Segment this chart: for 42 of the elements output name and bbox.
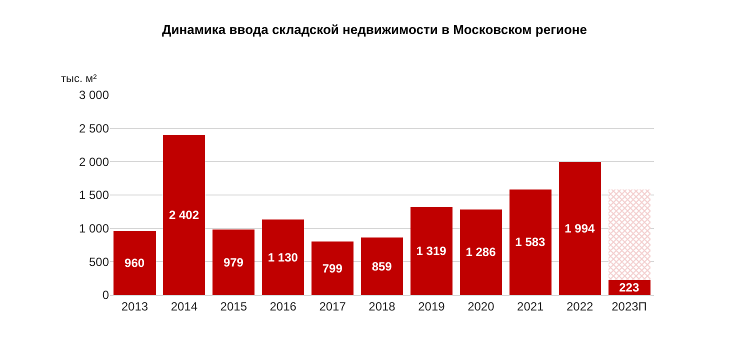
x-tick-label: 2022 xyxy=(566,299,594,314)
chart-title: Динамика ввода складской недвижимости в Московском регионе xyxy=(162,22,588,37)
data-label: 1 994 xyxy=(564,222,595,236)
y-tick-label: 2 000 xyxy=(78,154,110,169)
y-tick-label: 3 000 xyxy=(78,88,110,102)
bar xyxy=(558,162,601,295)
data-label: 1 130 xyxy=(268,250,298,264)
data-label: 1 319 xyxy=(416,244,447,258)
bar xyxy=(360,238,404,295)
data-label: 799 xyxy=(322,261,343,276)
x-tick-label: 2015 xyxy=(220,299,248,314)
bar xyxy=(410,207,452,295)
y-tick-label: 500 xyxy=(88,254,110,269)
x-tick-label: 2023П xyxy=(612,299,647,314)
y-axis-title: тыс. м² xyxy=(61,73,98,85)
bar xyxy=(212,230,255,295)
x-tick-label: 2014 xyxy=(170,299,198,314)
x-tick-label: 2016 xyxy=(270,299,297,314)
data-label: 1 583 xyxy=(515,235,546,250)
data-label: 859 xyxy=(372,259,392,274)
bar xyxy=(262,220,304,295)
data-label: 979 xyxy=(223,255,244,270)
x-tick-label: 2018 xyxy=(368,299,396,314)
data-label: 223 xyxy=(619,280,640,295)
y-tick-label: 2 500 xyxy=(78,122,110,136)
bar xyxy=(163,134,206,295)
x-tick-label: 2017 xyxy=(319,299,346,314)
data-label: 960 xyxy=(124,256,145,270)
bar xyxy=(608,189,650,280)
y-tick-label: 1 000 xyxy=(78,222,110,236)
bar xyxy=(460,209,502,295)
x-tick-label: 2020 xyxy=(468,299,495,314)
y-tick-label: 0 xyxy=(102,288,110,302)
x-tick-label: 2013 xyxy=(121,299,148,314)
bar xyxy=(509,189,552,295)
x-tick-label: 2019 xyxy=(418,299,446,314)
x-tick-label: 2021 xyxy=(517,299,544,314)
y-tick-label: 1 500 xyxy=(78,188,110,202)
bar xyxy=(114,231,156,295)
data-label: 1 286 xyxy=(466,245,496,260)
data-label: 2 402 xyxy=(169,208,200,222)
bar xyxy=(312,242,354,295)
